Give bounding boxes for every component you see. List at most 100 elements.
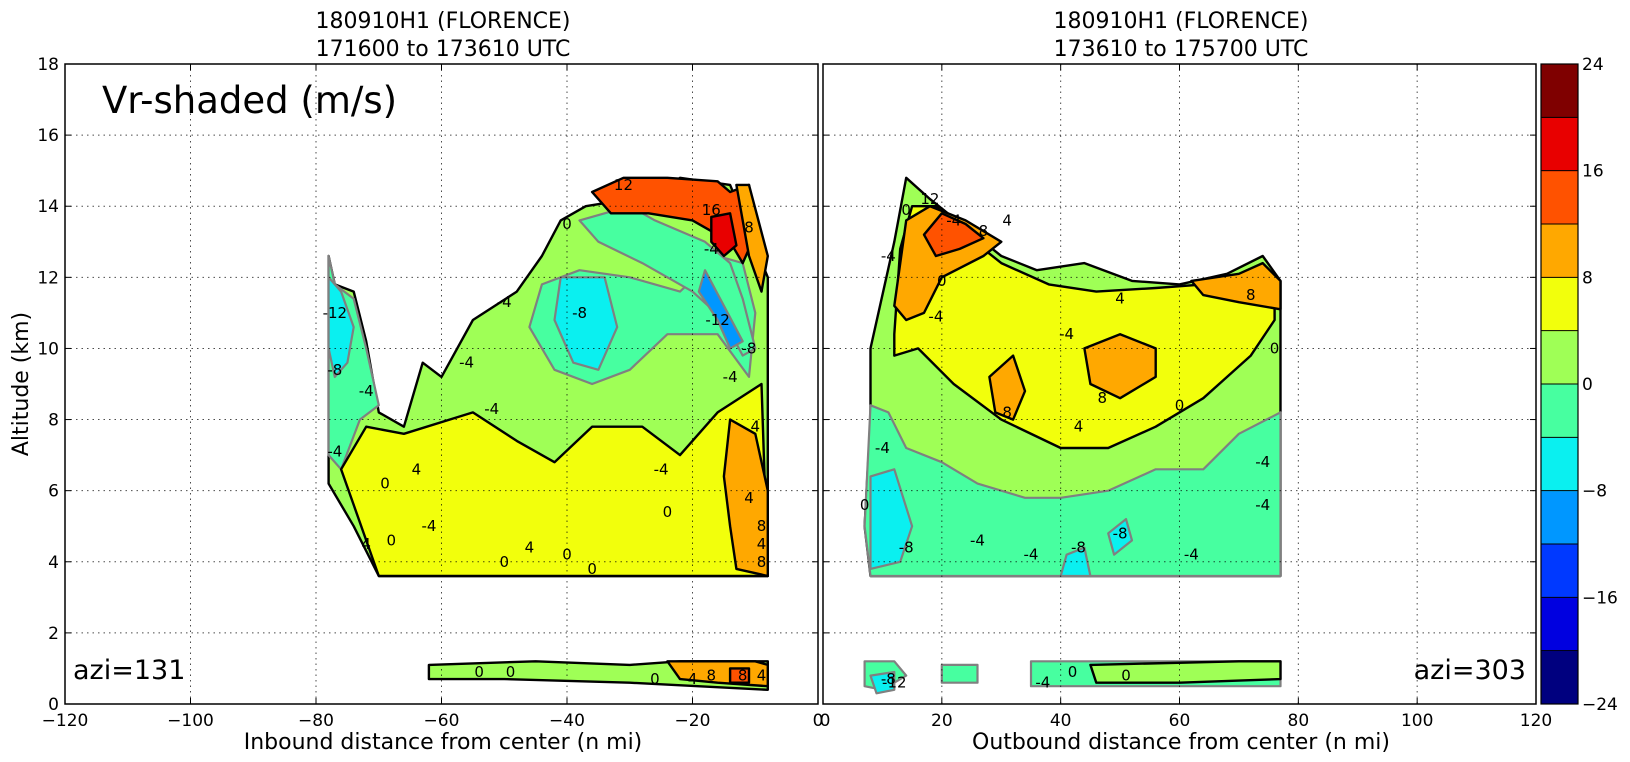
left-contour-label: 0 [387,531,397,549]
left-contour-label: 4 [750,418,760,436]
left-contour-label: 0 [562,215,572,233]
right-x-tick-label: 80 [1288,711,1310,731]
right-contour-label: 12 [920,190,939,208]
left-contour-label: 0 [587,560,597,578]
left-y-tick-label: 2 [48,624,59,644]
colorbar-swatch [1541,650,1578,705]
left-contour-label: 4 [525,539,535,557]
right-contour-label: -4 [1035,674,1050,692]
left-contour-label: -4 [459,354,474,372]
right-contour-label: -4 [1023,546,1038,564]
left-x-tick-label: −120 [42,711,89,731]
right-subtitle: 173610 to 175700 UTC [1054,37,1309,62]
left-contour-label: 16 [702,201,721,219]
colorbar-swatch [1541,437,1578,492]
right-grid [823,64,1536,704]
colorbar-ticks: 24 16 8 0 −8 −16 −24 [1541,55,1618,715]
left-y-tick-label: 10 [37,339,59,359]
left-contour-label: 0 [380,475,390,493]
left-contour-label: 12 [614,176,633,194]
left-contour-label: 4 [412,460,422,478]
colorbar-tick-label: −16 [1582,588,1618,608]
right-contour-label: -4 [875,439,890,457]
right-contour-label: -8 [881,670,896,688]
colorbar-swatch [1541,277,1578,332]
left-contour-label: -4 [497,293,512,311]
left-region-8 [722,418,769,578]
right-region-12 [869,670,896,695]
right-axis-ticks: 0 20 40 60 80 100 120 [820,63,1552,731]
colorbar: 24 16 8 0 −8 −16 −24 [1540,55,1618,715]
left-contour-label: -4 [327,443,342,461]
right-contour-label: -4 [946,211,961,229]
left-velocity-field [327,176,769,691]
y-axis-label: Altitude (km) [9,312,34,456]
right-x-tick-label: 0 [820,711,831,731]
left-contour-label: -4 [654,460,669,478]
right-region-15 [1089,660,1282,684]
right-x-tick-label: 120 [1520,711,1552,731]
left-x-tick-label: 0 [813,711,824,731]
left-y-tick-label: 8 [48,411,59,431]
left-y-tick-label: 18 [37,55,59,75]
colorbar-swatch [1541,490,1578,545]
left-contour-label: 0 [499,553,509,571]
right-contour-label: -12 [882,674,907,692]
left-y-tick-label: 6 [48,482,59,502]
left-contour-label: 0 [650,670,660,688]
left-contour-label: 4 [757,667,767,685]
left-region-10 [710,212,738,258]
left-title: 180910H1 (FLORENCE) [315,9,570,34]
right-contour-label: -8 [1113,524,1128,542]
right-region-13 [940,663,979,684]
colorbar-swatch [1541,224,1578,278]
right-contour-label: -4 [928,307,943,325]
left-contour-label: 8 [744,219,754,237]
right-contour-label: -8 [899,539,914,557]
left-contour-label: 8 [757,553,767,571]
left-y-tick-label: 12 [37,268,59,288]
left-region-2 [327,276,355,378]
left-contour-label: 0 [562,546,572,564]
left-x-axis-label: Inbound distance from center (n mi) [244,730,643,755]
left-contour-label: -8 [741,339,756,357]
left-y-tick-label: 16 [37,126,59,146]
right-contour-label: -4 [881,247,896,265]
panel-label: Vr-shaded (m/s) [102,79,397,122]
right-contour-label: -4 [1059,325,1074,343]
left-x-tick-label: −20 [675,711,711,731]
left-contour-label: -8 [572,304,587,322]
left-contour-label: 8 [738,667,748,685]
left-region-6 [578,205,757,357]
right-x-tick-label: 20 [931,711,953,731]
left-region-7 [697,269,744,350]
left-region-3 [339,382,769,578]
left-grid [65,64,818,704]
right-contour-label: 0 [937,272,947,290]
right-contour-label: 0 [1121,667,1131,685]
left-y-tick-label: 4 [48,553,59,573]
right-velocity-field [863,176,1282,695]
colorbar-tick-label: 16 [1582,162,1604,182]
left-contour-label: 0 [474,663,484,681]
right-contour-label: 8 [979,222,989,240]
right-contour-label: 4 [1074,418,1084,436]
right-contour-label: 4 [1002,211,1012,229]
colorbar-tick-label: 24 [1582,55,1604,75]
right-contour-label: 0 [901,201,911,219]
left-y-tick-label: 0 [48,695,59,715]
colorbar-tick-label: −24 [1582,695,1618,715]
right-azimuth-label: azi=303 [1414,655,1526,686]
colorbar-tick-label: −8 [1582,482,1607,502]
colorbar-tick-label: 0 [1582,375,1593,395]
right-contour-label: 8 [1246,286,1256,304]
colorbar-swatch [1541,170,1578,225]
colorbar-swatch [1541,330,1578,385]
left-contour-label: 4 [744,489,754,507]
colorbar-swatch [1541,597,1578,652]
left-region-11 [735,183,769,293]
left-x-tick-label: −100 [167,711,214,731]
